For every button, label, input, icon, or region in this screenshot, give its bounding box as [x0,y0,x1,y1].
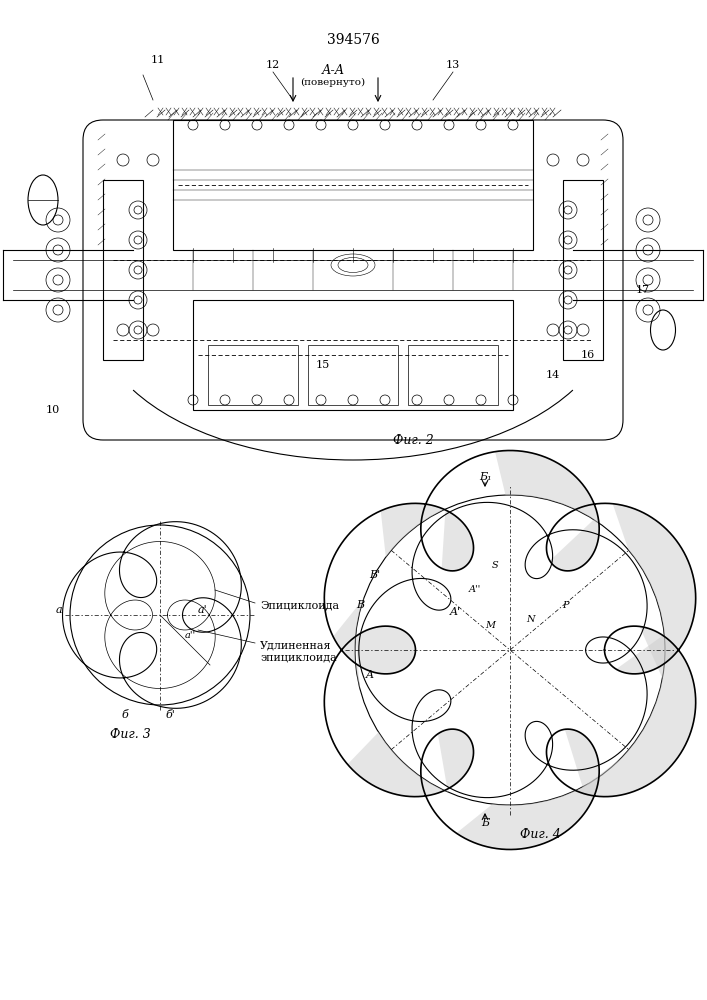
Text: Фиг. 4: Фиг. 4 [520,828,561,842]
Text: S: S [491,560,498,570]
Text: 394576: 394576 [327,33,380,47]
Bar [193,300,513,410]
Text: 15: 15 [316,360,330,370]
Text: 14: 14 [546,370,560,380]
Polygon shape [380,503,474,571]
Text: Эпициклоида: Эпициклоида [260,600,339,610]
Text: 10: 10 [46,405,60,415]
Text: Фиг. 2: Фиг. 2 [392,434,433,446]
Polygon shape [613,504,696,674]
Polygon shape [456,729,600,849]
Polygon shape [348,729,474,797]
Text: (повернуто): (повернуто) [300,77,366,87]
Text: б': б' [165,710,175,720]
Text: Б: Б [481,818,489,828]
Text: 12: 12 [266,60,280,70]
Text: 13: 13 [446,60,460,70]
Polygon shape [333,598,416,690]
Text: Фиг. 3: Фиг. 3 [110,728,151,742]
Text: 17: 17 [636,285,650,295]
Text: эпициклоида: эпициклоида [260,652,337,662]
Bar [563,180,603,360]
Text: a: a [55,605,62,615]
Text: B': B' [370,570,380,580]
Text: B: B [356,600,364,610]
Text: 11: 11 [151,55,165,65]
Text: P: P [562,600,568,609]
Bar [308,345,398,405]
Text: a': a' [198,605,208,615]
Text: А-А: А-А [322,64,344,77]
Text: 16: 16 [581,350,595,360]
Bar [408,345,498,405]
Text: Б₁: Б₁ [479,472,491,482]
Text: б: б [122,710,129,720]
Text: A: A [366,670,374,680]
Bar [103,180,143,360]
Polygon shape [578,626,696,797]
Text: Удлиненная: Удлиненная [260,640,332,650]
Text: M: M [485,620,495,630]
Polygon shape [495,451,600,571]
Text: a'': a'' [185,631,196,640]
Bar [173,120,533,250]
Bar [208,345,298,405]
Text: N: N [526,615,534,624]
Text: A'': A'' [469,585,481,594]
Text: A': A' [450,607,460,617]
